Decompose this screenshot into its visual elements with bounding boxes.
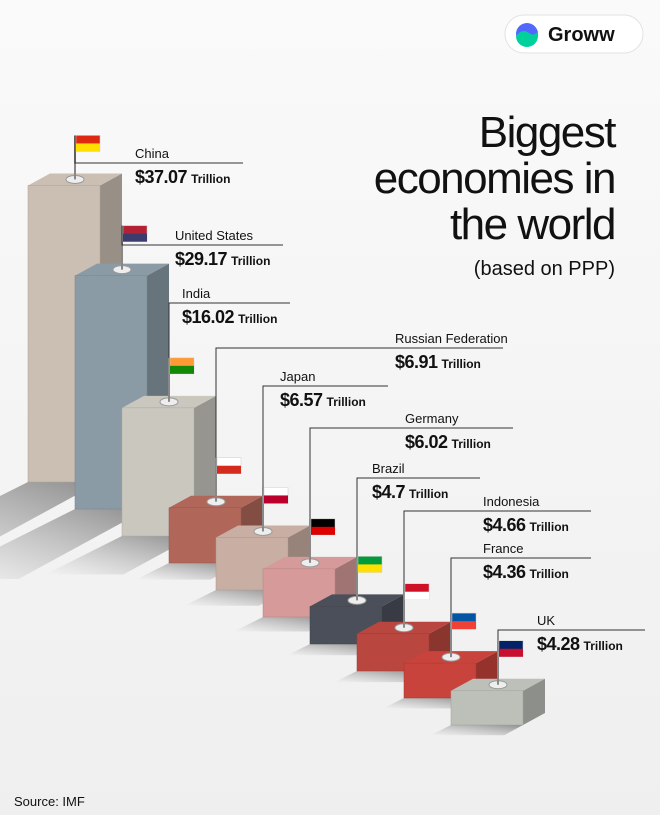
leader-line <box>262 385 388 488</box>
value-label: $4.36 <box>483 562 526 582</box>
value-label: $6.02 <box>405 432 448 452</box>
leader-line <box>215 347 503 458</box>
value-unit: Trillion <box>238 312 277 326</box>
logo-wave <box>516 31 538 47</box>
flag-stripe <box>217 465 241 474</box>
title-line: economies in <box>374 154 615 203</box>
leader-line <box>74 135 243 164</box>
brand-logo: Groww <box>504 14 644 54</box>
value-label: $6.91 <box>395 352 438 372</box>
bars <box>27 135 545 726</box>
country-name: France <box>483 541 523 556</box>
value-unit: Trillion <box>191 172 230 186</box>
country-name: China <box>135 146 170 161</box>
value-label: $4.7 <box>372 482 406 502</box>
title-line: the world <box>450 200 615 249</box>
logo-pill <box>504 14 644 54</box>
leader-line <box>168 302 290 358</box>
leader-line <box>356 477 480 557</box>
leader-line <box>450 557 591 614</box>
bar-shadow <box>0 509 147 580</box>
flag-stripe <box>358 564 382 573</box>
country-name: Indonesia <box>483 494 540 509</box>
country-name: Japan <box>280 369 315 384</box>
flag-stripe <box>452 621 476 630</box>
value-label: $16.02 <box>182 307 235 327</box>
leader-line <box>309 427 513 519</box>
subtitle: (based on PPP) <box>474 258 615 280</box>
value-unit: Trillion <box>327 395 366 409</box>
country-name: Russian Federation <box>395 331 508 346</box>
flag-stripe <box>499 648 523 657</box>
leader-line <box>497 629 645 641</box>
bar-shadow <box>430 725 523 736</box>
country-name: Germany <box>405 411 459 426</box>
flag-stripe <box>123 233 147 242</box>
title-line: Biggest <box>479 108 617 157</box>
value-unit: Trillion <box>452 437 491 451</box>
value-unit: Trillion <box>231 254 270 268</box>
value-unit: Trillion <box>584 639 623 653</box>
value-unit: Trillion <box>530 567 569 581</box>
country-name: UK <box>537 613 555 628</box>
bar-side <box>523 678 545 725</box>
flag-stripe <box>170 365 194 374</box>
source: Source: IMF <box>14 794 85 809</box>
bar-shadow <box>184 590 288 606</box>
country-name: India <box>182 286 211 301</box>
value-unit: Trillion <box>409 487 448 501</box>
country-name: Brazil <box>372 461 405 476</box>
leader-line <box>403 510 591 584</box>
value-unit: Trillion <box>442 357 481 371</box>
bar-shadow <box>45 536 194 575</box>
value-unit: Trillion <box>530 520 569 534</box>
flag-stripe <box>76 143 100 152</box>
flag-stripe <box>405 591 429 600</box>
bar-shadow <box>135 563 241 580</box>
value-label: $4.66 <box>483 515 526 535</box>
value-label: $37.07 <box>135 167 188 187</box>
value-label: $6.57 <box>280 390 323 410</box>
flag-stripe <box>264 495 288 504</box>
flag-stripe <box>311 526 335 535</box>
country-name: United States <box>175 228 254 243</box>
bar <box>450 690 524 726</box>
brand-name: Groww <box>548 24 615 46</box>
value-label: $29.17 <box>175 249 228 269</box>
value-label: $4.28 <box>537 634 580 654</box>
leader-line <box>121 225 283 246</box>
